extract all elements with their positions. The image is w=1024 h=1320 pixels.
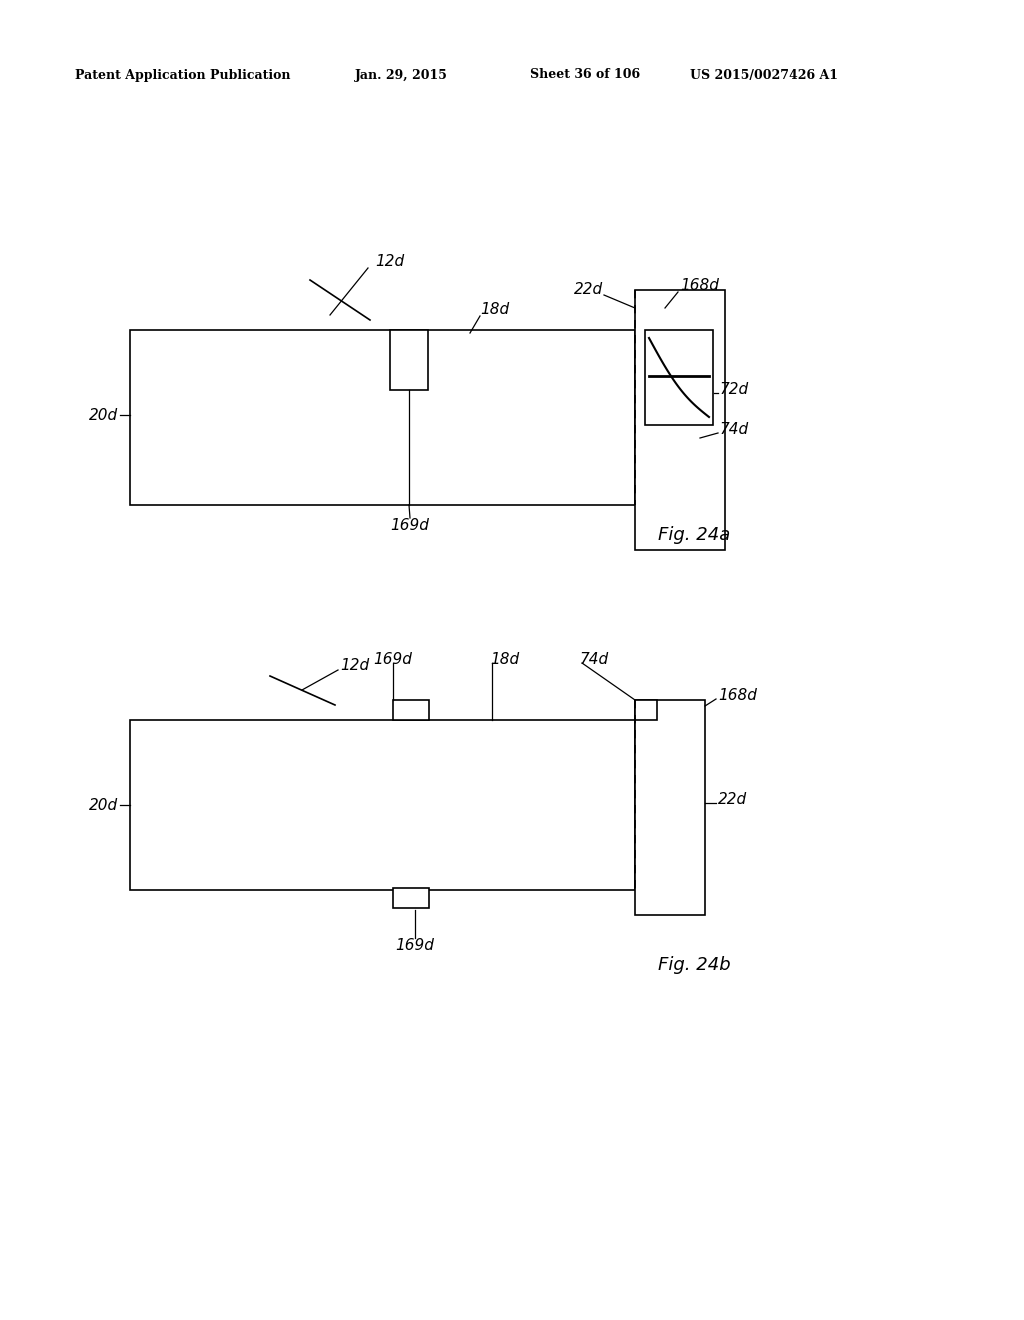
Text: Fig. 24a: Fig. 24a xyxy=(658,525,730,544)
Text: US 2015/0027426 A1: US 2015/0027426 A1 xyxy=(690,69,838,82)
Text: 12d: 12d xyxy=(375,255,404,269)
Bar xyxy=(635,700,657,719)
Bar xyxy=(635,290,725,550)
Bar xyxy=(393,700,429,719)
Text: 168d: 168d xyxy=(680,277,719,293)
Text: 12d: 12d xyxy=(340,659,369,673)
Bar xyxy=(645,330,713,425)
Text: 20d: 20d xyxy=(89,408,118,422)
Text: 22d: 22d xyxy=(573,282,603,297)
Text: 169d: 169d xyxy=(395,937,434,953)
Text: Jan. 29, 2015: Jan. 29, 2015 xyxy=(355,69,447,82)
Text: Sheet 36 of 106: Sheet 36 of 106 xyxy=(530,69,640,82)
Bar xyxy=(130,719,635,890)
Bar xyxy=(130,330,635,506)
Text: Fig. 24b: Fig. 24b xyxy=(658,956,731,974)
Text: 169d: 169d xyxy=(390,517,429,532)
Text: 20d: 20d xyxy=(89,797,118,813)
Bar xyxy=(635,700,705,915)
Text: 74d: 74d xyxy=(580,652,609,667)
Text: 18d: 18d xyxy=(490,652,519,667)
Text: 72d: 72d xyxy=(720,383,750,397)
Text: 168d: 168d xyxy=(718,689,757,704)
Text: 22d: 22d xyxy=(718,792,748,808)
Bar xyxy=(390,330,428,389)
Text: Patent Application Publication: Patent Application Publication xyxy=(75,69,291,82)
Bar xyxy=(393,888,429,908)
Text: 18d: 18d xyxy=(480,302,509,318)
Text: 74d: 74d xyxy=(720,422,750,437)
Text: 169d: 169d xyxy=(374,652,413,667)
